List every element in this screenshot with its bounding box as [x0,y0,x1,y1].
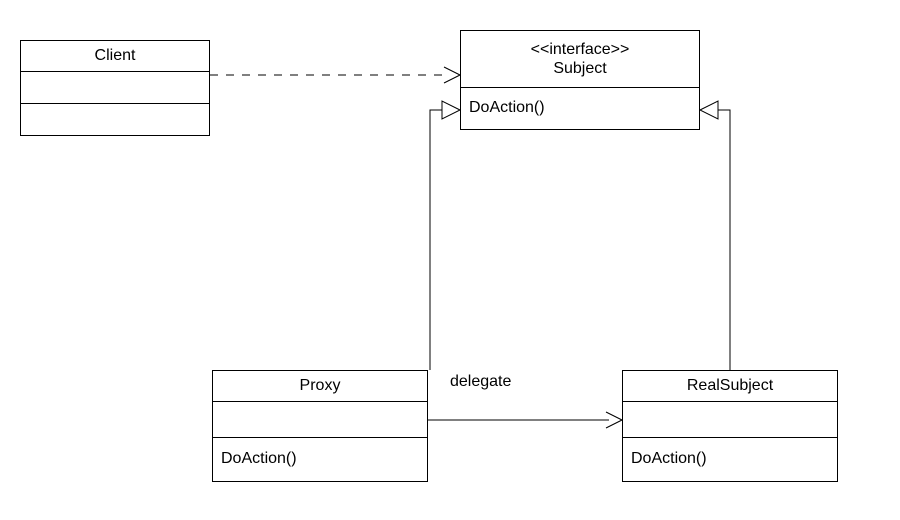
edge-realsubject-subject [700,101,730,370]
class-client-compartment-1 [21,72,209,103]
class-subject-header: <<interface>> Subject [461,31,699,88]
class-realsubject-title: RealSubject [623,371,837,402]
class-proxy-method: DoAction() [213,438,427,481]
class-subject-stereotype: <<interface>> [531,40,630,59]
edge-label-delegate: delegate [450,373,511,391]
class-proxy-compartment-mid [213,402,427,437]
class-realsubject: RealSubject DoAction() [622,370,838,482]
class-realsubject-compartment-mid [623,402,837,437]
class-realsubject-method: DoAction() [623,438,837,481]
class-subject-method: DoAction() [461,88,699,129]
class-subject: <<interface>> Subject DoAction() [460,30,700,130]
class-proxy-title: Proxy [213,371,427,402]
class-client-compartment-2 [21,104,209,135]
edge-proxy-subject [430,101,460,370]
edge-proxy-realsubject [428,412,622,428]
diagram-canvas: Client <<interface>> Subject DoAction() … [0,0,900,520]
class-subject-title: Subject [531,59,630,78]
class-client-title: Client [21,41,209,72]
class-client: Client [20,40,210,136]
class-proxy: Proxy DoAction() [212,370,428,482]
edge-client-subject [210,67,460,83]
